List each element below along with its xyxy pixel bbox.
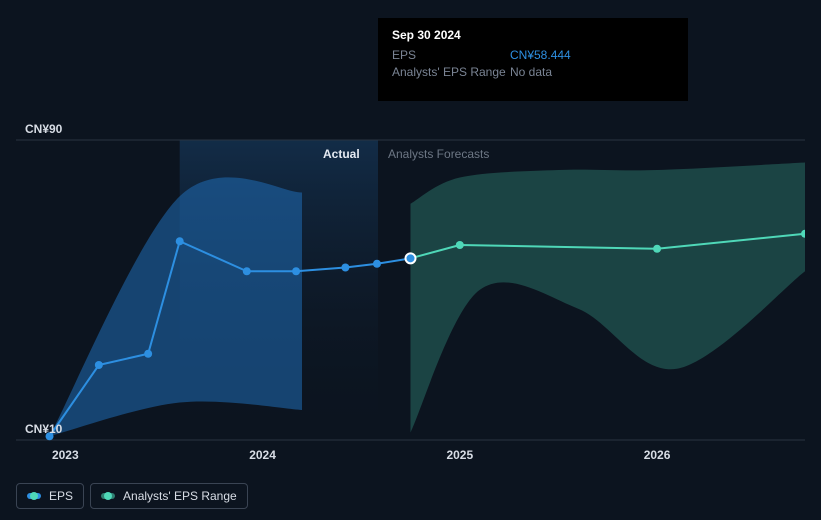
y-axis-label-top: CN¥90 xyxy=(25,122,62,136)
tooltip-value: No data xyxy=(510,65,552,79)
legend-swatch-icon xyxy=(101,493,115,499)
tooltip-key: EPS xyxy=(392,48,510,62)
legend-item-eps[interactable]: EPS xyxy=(16,483,84,509)
chart-legend: EPS Analysts' EPS Range xyxy=(16,483,248,509)
x-axis-label-2024: 2024 xyxy=(249,448,276,462)
tooltip-row-range: Analysts' EPS Range No data xyxy=(392,65,674,79)
legend-label: EPS xyxy=(49,489,73,503)
x-axis-label-2025: 2025 xyxy=(446,448,473,462)
x-axis-label-2026: 2026 xyxy=(644,448,671,462)
tooltip-date: Sep 30 2024 xyxy=(392,28,674,42)
y-axis-label-bottom: CN¥10 xyxy=(25,422,62,436)
tooltip-value: CN¥58.444 xyxy=(510,48,571,62)
region-label-forecast: Analysts Forecasts xyxy=(388,147,489,161)
legend-label: Analysts' EPS Range xyxy=(123,489,237,503)
tooltip-key: Analysts' EPS Range xyxy=(392,65,510,79)
x-axis-label-2023: 2023 xyxy=(52,448,79,462)
region-label-actual: Actual xyxy=(323,147,360,161)
chart-tooltip: Sep 30 2024 EPS CN¥58.444 Analysts' EPS … xyxy=(378,18,688,101)
legend-swatch-icon xyxy=(27,493,41,499)
legend-item-range[interactable]: Analysts' EPS Range xyxy=(90,483,248,509)
tooltip-row-eps: EPS CN¥58.444 xyxy=(392,48,674,62)
